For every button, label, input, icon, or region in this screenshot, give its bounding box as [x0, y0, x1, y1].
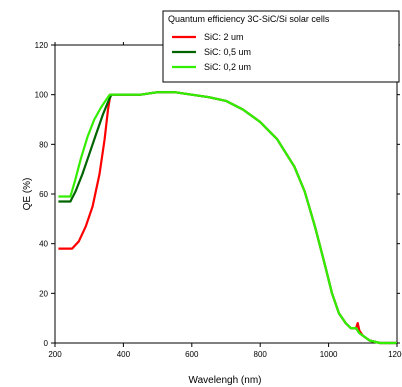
legend: Quantum efficiency 3C-SiC/Si solar cells… [162, 10, 400, 83]
y-tick-label: 0 [44, 339, 49, 348]
series-line-0 [58, 91, 397, 345]
series-line-1 [58, 91, 397, 345]
y-tick-label: 100 [35, 91, 49, 100]
y-tick-label: 80 [39, 140, 48, 149]
legend-box [162, 10, 400, 83]
x-axis-label: Wavelengh (nm) [189, 375, 262, 386]
x-tick-label: 1000 [320, 350, 338, 359]
series-layer [58, 91, 397, 345]
x-tick-label: 400 [117, 350, 131, 359]
legend-label-0: SiC: 2 um [204, 32, 244, 42]
legend-title: Quantum efficiency 3C-SiC/Si solar cells [168, 14, 330, 24]
y-tick-label: 120 [35, 41, 49, 50]
y-tick-label: 60 [39, 190, 48, 199]
legend-label-2: SiC: 0,2 um [204, 62, 251, 72]
legend-entries: SiC: 2 um SiC: 0,5 um SiC: 0,2 um [172, 32, 251, 72]
legend-label-1: SiC: 0,5 um [204, 47, 251, 57]
y-tick-label: 20 [39, 289, 48, 298]
x-tick-label: 600 [185, 350, 199, 359]
y-axis-label: QE (%) [22, 178, 33, 211]
x-tick-label: 200 [48, 350, 62, 359]
plot-area-border [54, 44, 398, 344]
plot-frame [54, 44, 398, 344]
series-line-2 [58, 91, 397, 345]
y-tick-label: 40 [39, 240, 48, 249]
x-tick-label: 800 [254, 350, 268, 359]
